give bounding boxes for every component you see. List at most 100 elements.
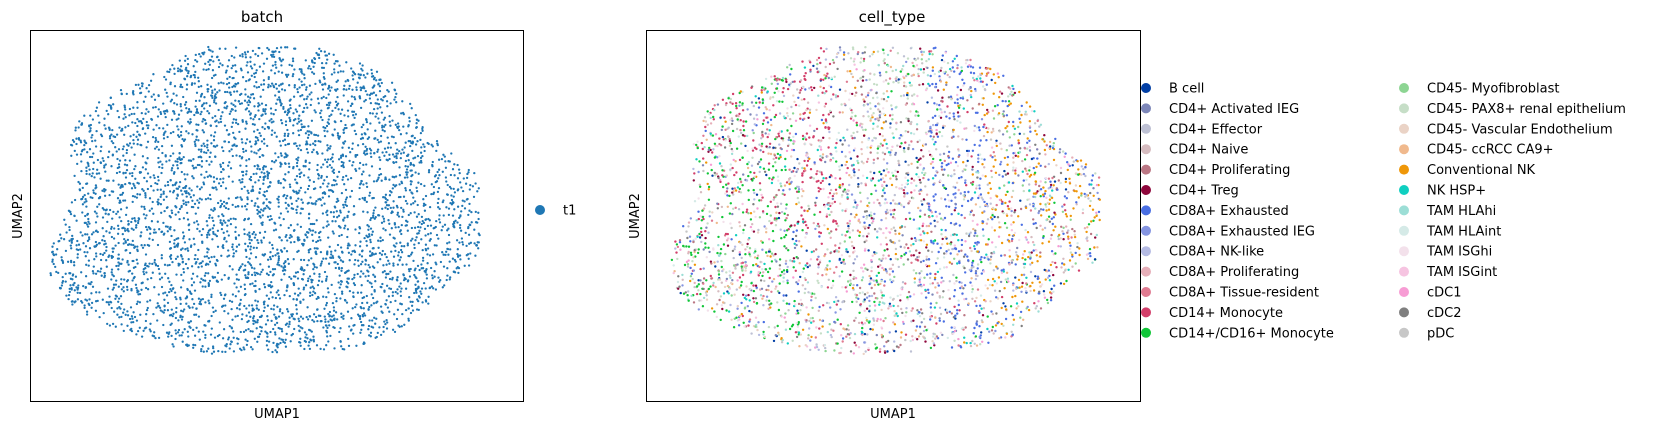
cell-type-point xyxy=(1025,276,1028,279)
batch-point xyxy=(187,258,190,261)
cell-type-point xyxy=(892,199,895,202)
batch-point xyxy=(300,171,303,174)
batch-point xyxy=(185,88,188,91)
batch-point xyxy=(293,86,296,89)
cell-type-point xyxy=(864,95,868,99)
batch-point xyxy=(289,224,293,227)
batch-point xyxy=(413,200,417,203)
batch-point xyxy=(170,308,173,311)
batch-point xyxy=(306,318,310,321)
batch-point xyxy=(124,116,127,119)
batch-point xyxy=(160,230,163,234)
batch-point xyxy=(342,165,345,169)
cell-type-point xyxy=(835,141,838,145)
batch-point xyxy=(173,85,177,88)
batch-point xyxy=(406,280,410,283)
batch-point xyxy=(317,296,320,300)
batch-point xyxy=(400,244,403,248)
batch-point xyxy=(157,156,160,160)
batch-point xyxy=(152,189,155,192)
batch-point xyxy=(182,279,185,282)
batch-point xyxy=(327,312,330,316)
batch-point xyxy=(360,179,363,183)
batch-point xyxy=(212,276,215,279)
batch-point xyxy=(206,146,209,149)
batch-point xyxy=(459,258,462,261)
batch-point xyxy=(153,176,156,180)
batch-point xyxy=(385,299,388,302)
batch-point xyxy=(201,129,204,132)
cell-type-point xyxy=(718,137,721,140)
batch-point xyxy=(405,224,408,227)
batch-point xyxy=(413,211,416,214)
cell-type-point xyxy=(885,201,889,204)
batch-point xyxy=(327,189,331,192)
cell-type-point xyxy=(831,58,835,62)
batch-point xyxy=(266,258,270,261)
batch-point xyxy=(407,317,410,320)
batch-point xyxy=(187,321,190,324)
cell-type-point xyxy=(882,158,886,161)
batch-point xyxy=(279,212,283,215)
batch-point xyxy=(474,182,477,185)
batch-point xyxy=(157,198,160,201)
batch-point xyxy=(343,183,346,186)
batch-point xyxy=(263,172,266,175)
batch-point xyxy=(234,205,237,209)
batch-point xyxy=(267,48,271,51)
batch-point xyxy=(292,167,295,170)
batch-point xyxy=(162,233,165,236)
batch-point xyxy=(213,208,216,211)
batch-point xyxy=(461,243,465,246)
batch-point xyxy=(92,265,95,268)
batch-point xyxy=(159,160,162,163)
batch-point xyxy=(200,265,203,268)
cell-type-point xyxy=(945,266,948,269)
cell-type-point xyxy=(970,95,973,99)
batch-point xyxy=(388,277,392,281)
batch-point xyxy=(228,86,231,89)
batch-point xyxy=(286,239,289,242)
batch-point xyxy=(169,254,173,257)
batch-point xyxy=(456,163,459,167)
batch-point xyxy=(219,165,223,168)
batch-point xyxy=(377,82,380,85)
batch-point xyxy=(238,102,242,106)
batch-point xyxy=(325,301,329,305)
batch-point xyxy=(207,60,210,64)
batch-point xyxy=(376,98,379,101)
batch-point xyxy=(343,227,346,230)
batch-point xyxy=(87,192,90,195)
batch-point xyxy=(77,243,81,246)
batch-point xyxy=(145,214,148,217)
batch-point xyxy=(210,293,213,296)
batch-point xyxy=(87,264,90,267)
batch-point xyxy=(68,290,71,294)
batch-point xyxy=(176,164,179,167)
batch-point xyxy=(302,242,305,246)
batch-point xyxy=(318,47,321,50)
batch-point xyxy=(283,247,286,250)
batch-point xyxy=(271,296,274,299)
batch-point xyxy=(325,96,328,100)
batch-point xyxy=(277,195,280,198)
batch-point xyxy=(174,329,177,332)
batch-point xyxy=(440,229,443,232)
batch-point xyxy=(103,117,106,120)
batch-point xyxy=(254,140,257,143)
batch-point xyxy=(144,286,148,290)
batch-point xyxy=(359,263,363,266)
cell-type-point xyxy=(820,159,823,162)
batch-point xyxy=(317,231,321,235)
batch-point xyxy=(61,260,64,263)
batch-point xyxy=(195,326,198,329)
batch-point xyxy=(273,331,277,334)
batch-point xyxy=(377,239,380,242)
batch-point xyxy=(201,285,204,288)
batch-point xyxy=(188,110,191,113)
batch-point xyxy=(138,292,142,296)
batch-point xyxy=(392,244,396,247)
batch-point xyxy=(352,332,355,335)
cell-type-point xyxy=(902,189,905,192)
batch-point xyxy=(274,228,278,231)
